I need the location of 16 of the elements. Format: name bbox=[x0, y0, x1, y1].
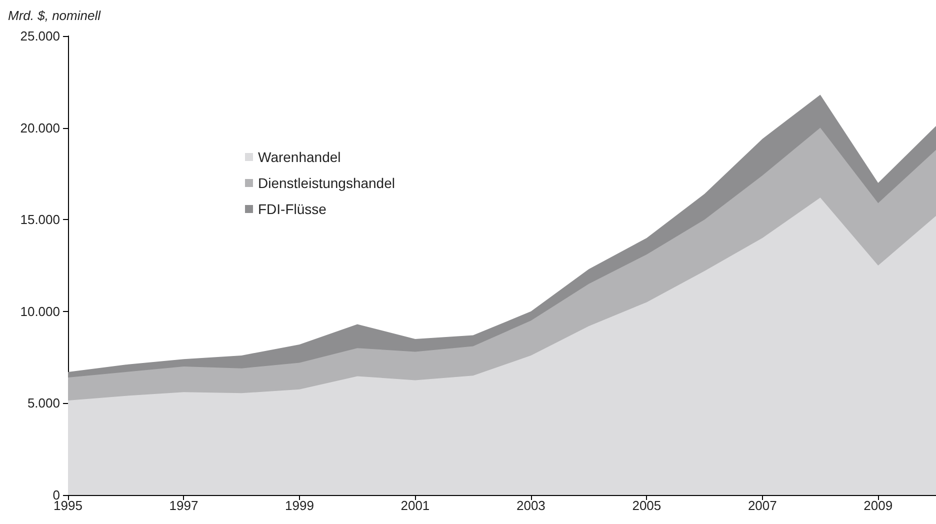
x-tick-label: 1999 bbox=[285, 498, 314, 513]
y-tick-label: 25.000 bbox=[20, 28, 60, 44]
x-tick-label: 2003 bbox=[516, 498, 546, 513]
x-tick-label: 2007 bbox=[748, 498, 777, 513]
x-tick-label: 1997 bbox=[169, 498, 198, 513]
y-axis-title: Mrd. $, nominell bbox=[8, 8, 102, 23]
y-tick-label: 10.000 bbox=[20, 304, 60, 319]
y-tick-label: 15.000 bbox=[20, 212, 60, 228]
legend-label: Dienstleistungshandel bbox=[258, 175, 395, 191]
legend-label: FDI-Flüsse bbox=[258, 201, 327, 217]
x-tick-label: 2005 bbox=[632, 498, 662, 513]
x-tick-label: 2001 bbox=[400, 498, 430, 513]
x-tick-label: 2009 bbox=[864, 498, 893, 513]
y-tick-label: 20.000 bbox=[20, 120, 60, 136]
y-tick-label: 5.000 bbox=[27, 396, 60, 411]
legend-label: Warenhandel bbox=[258, 149, 341, 165]
